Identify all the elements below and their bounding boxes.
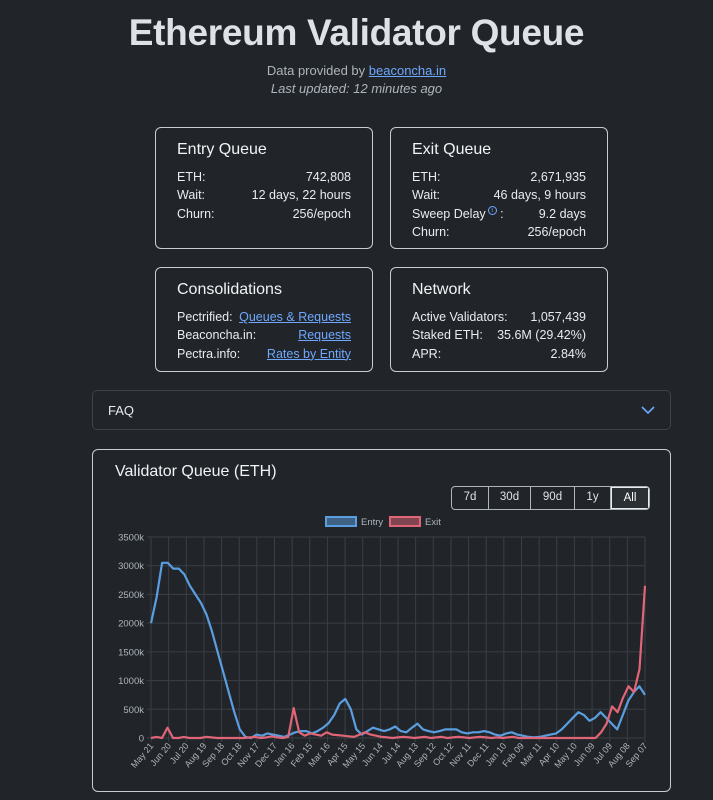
validator-queue-chart-card: Validator Queue (ETH) 7d 30d 90d 1y All … xyxy=(92,449,671,792)
apr-row: APR: 2.84% xyxy=(412,345,586,363)
faq-accordion[interactable]: FAQ xyxy=(92,390,671,430)
y-tick-label: 2500k xyxy=(118,590,144,601)
network-title: Network xyxy=(412,281,471,298)
pectrified-row: Pectrified: Queues & Requests xyxy=(177,308,351,326)
entry-wait-row: Wait: 12 days, 22 hours xyxy=(177,186,351,204)
entry-queue-title: Entry Queue xyxy=(177,141,267,158)
range-90d-button[interactable]: 90d xyxy=(531,487,575,509)
active-validators-value: 1,057,439 xyxy=(530,310,586,324)
active-validators-row: Active Validators: 1,057,439 xyxy=(412,308,586,326)
y-tick-label: 0 xyxy=(139,734,144,745)
apr-value: 2.84% xyxy=(550,346,586,361)
legend-exit-label: Exit xyxy=(425,517,441,528)
pectra-info-row: Pectra.info: Rates by Entity xyxy=(177,345,351,363)
exit-sweep-value: 9.2 days xyxy=(538,206,586,221)
chevron-down-icon xyxy=(641,406,655,415)
info-icon[interactable]: i xyxy=(487,206,497,216)
exit-wait-row: Wait: 46 days, 9 hours xyxy=(412,186,586,204)
y-tick-label: 3000k xyxy=(118,561,144,572)
requests-link[interactable]: Requests xyxy=(298,328,351,343)
y-tick-label: 2000k xyxy=(118,619,144,630)
data-source-text: Data provided by beaconcha.in xyxy=(0,63,713,78)
last-updated-text: Last updated: 12 minutes ago xyxy=(270,81,443,96)
exit-queue-title: Exit Queue xyxy=(412,141,492,158)
legend-exit-swatch xyxy=(389,516,421,527)
y-tick-label: 500k xyxy=(123,705,144,716)
entry-eth-row: ETH: 742,808 xyxy=(177,168,351,186)
exit-eth-value: 2,671,935 xyxy=(530,170,586,184)
legend-entry-swatch xyxy=(325,516,357,527)
legend-entry-label: Entry xyxy=(361,517,383,528)
exit-sweep-row: Sweep Delay i :9.2 days xyxy=(412,205,586,223)
range-selector: 7d 30d 90d 1y All xyxy=(451,486,650,510)
staked-eth-value: 35.6M (29.42%) xyxy=(497,328,586,343)
y-tick-label: 3500k xyxy=(118,533,144,544)
range-1y-button[interactable]: 1y xyxy=(575,487,611,509)
exit-queue-card: Exit Queue ETH: 2,671,935 Wait: 46 days, 9… xyxy=(390,127,608,249)
exit-churn-row: Churn: 256/epoch xyxy=(412,223,586,241)
exit-wait-value: 46 days, 9 hours xyxy=(493,188,586,203)
entry-eth-value: 742,808 xyxy=(305,170,351,184)
network-card: Network Active Validators: 1,057,439 Stak… xyxy=(390,267,608,372)
page-title: Ethereum Validator Queue xyxy=(128,12,585,53)
exit-churn-value: 256/epoch xyxy=(527,224,586,239)
data-source-prefix: Data provided by xyxy=(266,63,369,78)
y-tick-label: 1500k xyxy=(118,647,144,658)
y-tick-label: 1000k xyxy=(118,676,144,687)
chart-title: Validator Queue (ETH) xyxy=(115,463,277,480)
range-30d-button[interactable]: 30d xyxy=(489,487,531,509)
series-line-entry xyxy=(149,561,646,740)
exit-eth-row: ETH: 2,671,935 xyxy=(412,168,586,186)
beaconcha-link[interactable]: beaconcha.in xyxy=(368,63,447,78)
series-line-exit xyxy=(150,585,647,740)
entry-wait-value: 12 days, 22 hours xyxy=(251,188,351,203)
consolidations-card: Consolidations Pectrified: Queues & Reque… xyxy=(155,267,373,372)
beaconchain-row: Beaconcha.in: Requests xyxy=(177,326,351,344)
consolidations-title: Consolidations xyxy=(177,281,282,298)
range-7d-button[interactable]: 7d xyxy=(452,487,489,509)
staked-eth-row: Staked ETH: 35.6M (29.42%) xyxy=(412,326,586,344)
range-all-button[interactable]: All xyxy=(611,487,649,509)
faq-label: FAQ xyxy=(108,402,135,418)
queue-line-chart: Entry Exit 0 500k 1000k 1500k 2000k 2500k 3000k 3… xyxy=(118,516,650,770)
entry-churn-value: 256/epoch xyxy=(292,206,351,221)
entry-churn-row: Churn: 256/epoch xyxy=(177,205,351,223)
entry-queue-card: Entry Queue ETH: 742,808 Wait: 12 days, 22… xyxy=(155,127,373,249)
queues-requests-link[interactable]: Queues & Requests xyxy=(239,310,351,324)
rates-by-entity-link[interactable]: Rates by Entity xyxy=(266,346,351,361)
